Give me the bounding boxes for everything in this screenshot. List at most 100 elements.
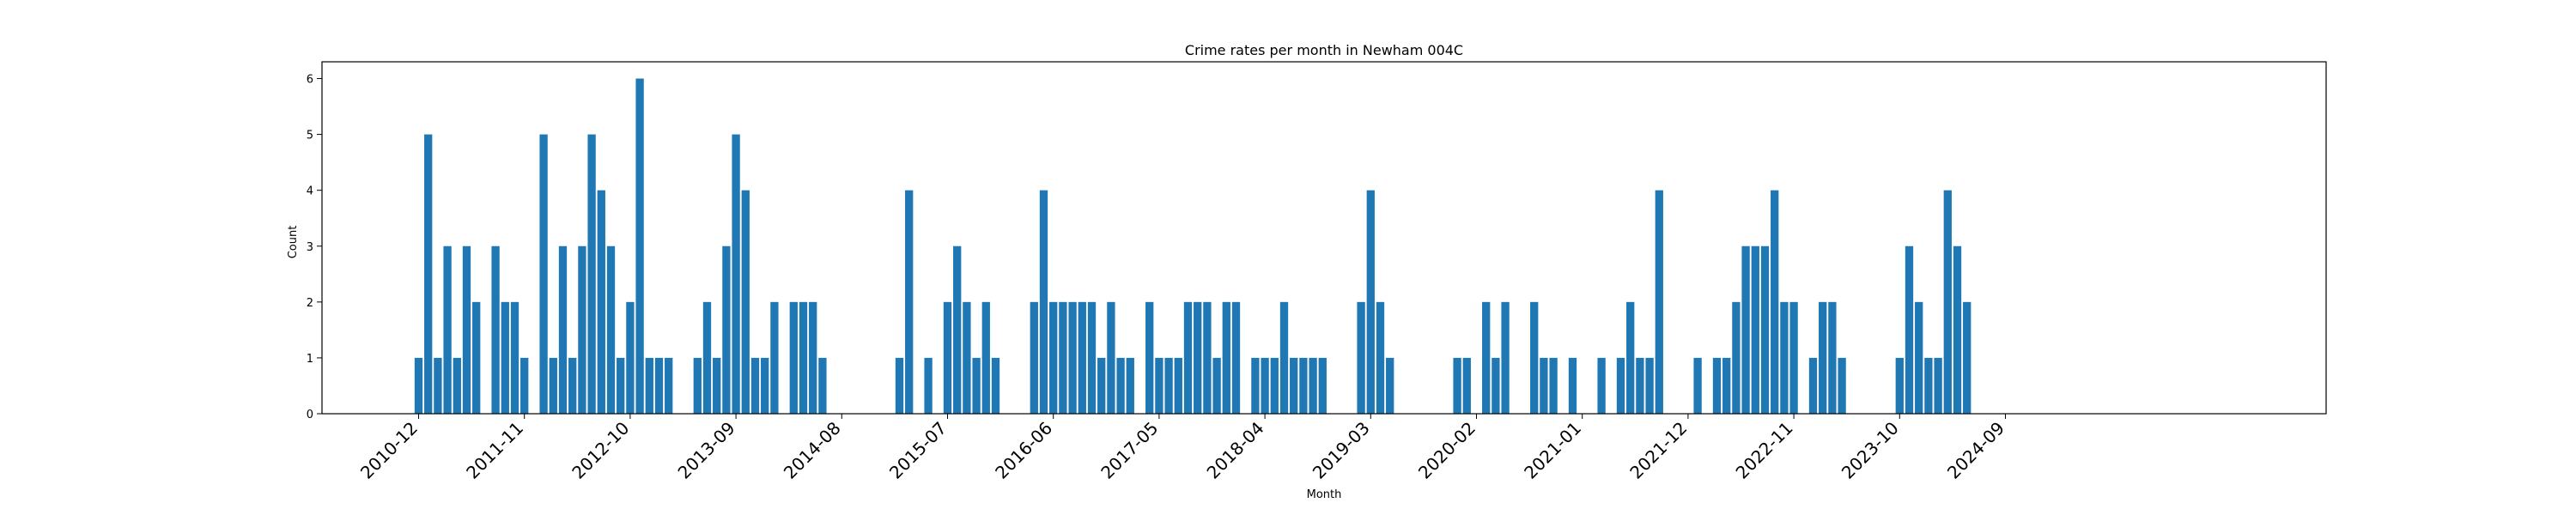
chart-title: Crime rates per month in Newham 004C — [1185, 42, 1463, 58]
x-tick-label: 2018-04 — [1203, 418, 1268, 483]
bar-2013-06 — [702, 301, 712, 414]
y-tick-label: 5 — [307, 130, 313, 142]
bar-2017-10 — [1203, 301, 1212, 414]
bar-series — [414, 78, 1971, 415]
bar-2015-07 — [943, 301, 952, 414]
x-tick-label: 2024-09 — [1943, 418, 2008, 483]
bar-2017-11 — [1212, 357, 1221, 414]
x-tick-label: 2013-09 — [674, 418, 739, 483]
y-tick-label: 3 — [307, 241, 313, 254]
bar-2012-02 — [549, 357, 557, 414]
bar-2012-10 — [626, 301, 635, 414]
bar-2017-09 — [1194, 301, 1202, 414]
bar-2016-12 — [1107, 301, 1115, 414]
bar-2024-02 — [1934, 357, 1942, 414]
bar-2024-01 — [1924, 357, 1933, 414]
x-tick-label: 2012-10 — [568, 418, 633, 483]
bar-2017-08 — [1183, 301, 1193, 414]
bar-2023-11 — [1905, 245, 1914, 414]
bar-2023-01 — [1808, 357, 1818, 414]
bar-2019-04 — [1376, 301, 1385, 414]
bar-2022-01 — [1693, 357, 1702, 414]
bar-2011-05 — [462, 245, 471, 414]
bar-2017-12 — [1222, 301, 1230, 414]
bar-2016-06 — [1049, 301, 1058, 414]
bar-2011-04 — [453, 357, 461, 414]
bar-2022-07 — [1751, 245, 1759, 414]
bar-2018-09 — [1309, 357, 1317, 414]
bar-2016-09 — [1078, 301, 1086, 414]
x-axis-label: Month — [1307, 488, 1342, 501]
y-tick-label: 6 — [307, 74, 313, 87]
bar-2018-01 — [1231, 301, 1241, 414]
x-tick-label: 2016-06 — [991, 418, 1056, 483]
x-tick-label: 2014-08 — [780, 418, 845, 483]
bar-2012-05 — [578, 245, 586, 414]
bar-2017-02 — [1126, 357, 1134, 414]
bar-2011-09 — [501, 301, 509, 414]
bar-2020-08 — [1530, 301, 1539, 414]
bar-2015-09 — [963, 301, 971, 414]
x-tick-label: 2010-12 — [356, 418, 422, 483]
bar-2023-10 — [1895, 357, 1904, 414]
bar-2019-03 — [1366, 190, 1375, 414]
x-tick-label: 2019-03 — [1309, 418, 1374, 483]
bar-2012-12 — [645, 357, 653, 414]
bar-2015-10 — [972, 357, 981, 414]
bar-2020-01 — [1462, 357, 1471, 414]
bar-2011-10 — [510, 301, 519, 414]
bar-2017-04 — [1145, 301, 1154, 414]
bar-2015-05 — [924, 357, 933, 414]
bar-2017-01 — [1116, 357, 1125, 414]
bar-2016-04 — [1030, 301, 1038, 414]
bar-2012-11 — [635, 78, 644, 415]
bar-2018-10 — [1318, 357, 1327, 414]
bar-2023-12 — [1915, 301, 1923, 414]
bar-2013-09 — [732, 134, 740, 414]
bar-2023-02 — [1819, 301, 1827, 414]
bar-2022-09 — [1771, 190, 1779, 414]
bar-2021-09 — [1655, 190, 1663, 414]
bar-2015-08 — [953, 245, 962, 414]
x-tick-label: 2020-02 — [1414, 418, 1479, 483]
bar-2020-05 — [1501, 301, 1510, 414]
bar-2012-07 — [597, 190, 605, 414]
bar-2016-05 — [1039, 190, 1048, 414]
bar-2011-01 — [424, 134, 433, 414]
bar-2022-06 — [1741, 245, 1750, 414]
bar-2021-03 — [1597, 357, 1606, 414]
y-tick-label: 0 — [307, 409, 313, 421]
x-tick-label: 2021-01 — [1520, 418, 1585, 483]
bar-2013-05 — [693, 357, 702, 414]
bar-2021-07 — [1636, 357, 1644, 414]
bar-2019-12 — [1453, 357, 1461, 414]
bar-2014-05 — [809, 301, 817, 414]
bar-2017-06 — [1164, 357, 1173, 414]
bar-2021-06 — [1626, 301, 1635, 414]
x-tick-label: 2021-12 — [1625, 418, 1691, 483]
bar-2023-03 — [1828, 301, 1837, 414]
bar-2017-07 — [1174, 357, 1182, 414]
bar-2012-09 — [617, 357, 625, 414]
bar-2016-10 — [1087, 301, 1097, 414]
plot-frame — [321, 61, 2327, 415]
bar-2019-05 — [1386, 357, 1394, 414]
bar-2022-10 — [1780, 301, 1789, 414]
bar-2011-06 — [472, 301, 481, 414]
bar-2018-05 — [1270, 357, 1279, 414]
bar-2013-02 — [665, 357, 673, 414]
bar-2013-07 — [713, 357, 721, 414]
bar-2018-04 — [1261, 357, 1269, 414]
bar-2018-06 — [1279, 301, 1289, 414]
bar-2014-01 — [770, 301, 779, 414]
y-tick-label: 2 — [307, 297, 313, 310]
bar-2020-12 — [1568, 357, 1577, 414]
bar-2015-03 — [905, 190, 914, 414]
bar-2020-10 — [1549, 357, 1558, 414]
x-tick-label: 2017-05 — [1097, 418, 1162, 483]
bar-2018-03 — [1251, 357, 1260, 414]
bar-2011-08 — [491, 245, 500, 414]
bar-2013-10 — [741, 190, 750, 414]
bar-2013-12 — [761, 357, 769, 414]
